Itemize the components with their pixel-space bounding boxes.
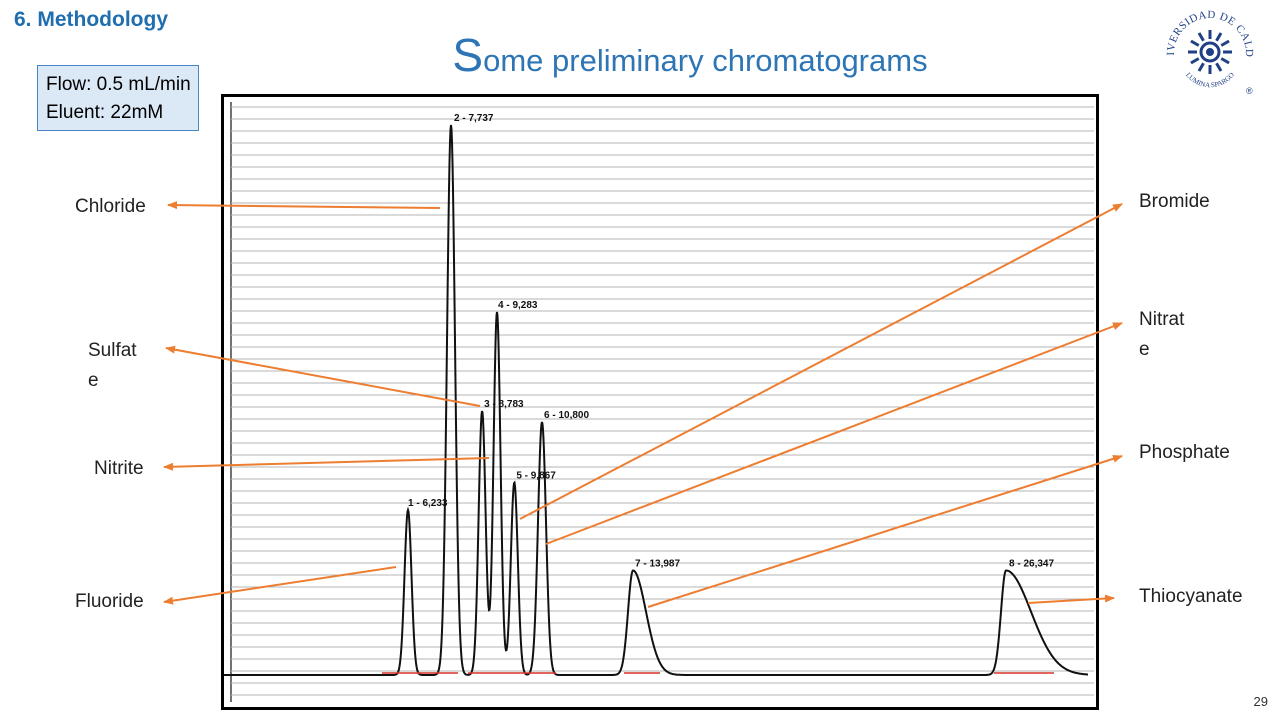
sun-ray bbox=[1220, 39, 1230, 47]
peak-label-1: 1 - 6,233 bbox=[408, 498, 448, 509]
label-phosphate: Phosphate bbox=[1139, 442, 1230, 463]
label-bromide: Bromide bbox=[1139, 191, 1210, 212]
sun-ray bbox=[1190, 57, 1200, 65]
conditions-box: Flow: 0.5 mL/min Eluent: 22mM bbox=[37, 65, 199, 131]
sun-ray bbox=[1215, 32, 1223, 42]
label-sulfate-line1: Sulfat bbox=[88, 340, 137, 361]
eluent-text: Eluent: 22mM bbox=[46, 102, 164, 123]
peak-label-3: 3 - 8,783 bbox=[484, 399, 524, 410]
peak-label-4: 4 - 9,283 bbox=[498, 300, 538, 311]
label-nitrate: Nitrat e bbox=[1139, 305, 1184, 365]
label-chloride: Chloride bbox=[75, 196, 146, 217]
sun-icon bbox=[1188, 30, 1232, 74]
chromatogram-frame: 1 - 6,233 2 - 7,737 3 - 8,783 4 - 9,283 5 - … bbox=[221, 94, 1099, 710]
flow-text: Flow: 0.5 mL/min bbox=[46, 74, 191, 95]
peak-label-7: 7 - 13,987 bbox=[635, 559, 680, 570]
label-nitrate-line1: Nitrat bbox=[1139, 309, 1185, 330]
label-sulfate: Sulfat e bbox=[88, 336, 137, 396]
sun-ray bbox=[1215, 62, 1223, 72]
peak-label-2: 2 - 7,737 bbox=[454, 113, 494, 124]
peak-labels: 1 - 6,233 2 - 7,737 3 - 8,783 4 - 9,283 5 - … bbox=[408, 113, 1054, 570]
label-thiocyanate: Thiocyanate bbox=[1139, 586, 1243, 607]
chromatogram: 1 - 6,233 2 - 7,737 3 - 8,783 4 - 9,283 5 - … bbox=[224, 102, 1094, 702]
sun-ray bbox=[1197, 32, 1205, 42]
sun-ray bbox=[1220, 57, 1230, 65]
peak-label-5: 5 - 9,867 bbox=[516, 471, 556, 482]
chromatogram-trace bbox=[224, 124, 1088, 676]
gridlines bbox=[231, 106, 1094, 696]
peak-label-6: 6 - 10,800 bbox=[544, 410, 589, 421]
label-nitrate-line2: e bbox=[1139, 339, 1150, 360]
title-initial: S bbox=[452, 29, 484, 81]
peak-label-8: 8 - 26,347 bbox=[1009, 559, 1054, 570]
sun-ray bbox=[1190, 39, 1200, 47]
label-sulfate-line2: e bbox=[88, 370, 99, 391]
page-number: 29 bbox=[1253, 694, 1268, 709]
university-logo: UNIVERSIDAD DE CALDAS LUMINA SPARGO ® bbox=[1160, 2, 1255, 96]
registered-mark: ® bbox=[1246, 86, 1253, 96]
sun-ray bbox=[1197, 62, 1205, 72]
section-title: 6. Methodology bbox=[14, 8, 168, 31]
label-nitrite: Nitrite bbox=[94, 458, 144, 479]
label-fluoride: Fluoride bbox=[75, 591, 144, 612]
slide-title: Some preliminary chromatograms bbox=[0, 28, 1280, 82]
title-rest: ome preliminary chromatograms bbox=[483, 43, 928, 78]
